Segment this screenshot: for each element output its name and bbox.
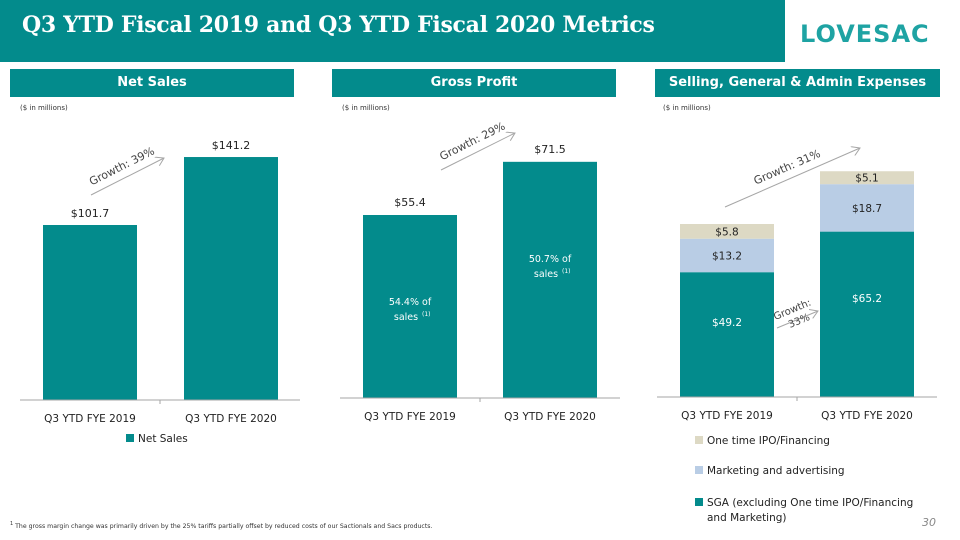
legend-label-net-sales: Net Sales — [138, 433, 188, 445]
gross-profit-data-label: $71.5 — [534, 143, 566, 156]
sga-chart: $49.2 $13.2 $5.8 $65.2 $18.7 $5.1 Q3 YTD FYE 2… — [657, 147, 937, 422]
footnote: 1 The gross margin change was primarily … — [10, 521, 432, 530]
legend-swatch-net-sales — [126, 434, 134, 442]
sga-ipo-segment — [680, 224, 774, 239]
sga-ipo-segment-label: $5.8 — [715, 226, 738, 238]
page-title: Q3 YTD Fiscal 2019 and Q3 YTD Fiscal 202… — [22, 12, 655, 38]
sga-x-tick-label: Q3 YTD FYE 2019 — [681, 410, 773, 422]
gross-profit-chart: $55.4 54.4% of sales (1) $71.5 50.7% of sales (… — [340, 120, 620, 423]
net-sales-x-tick-label: Q3 YTD FYE 2020 — [185, 413, 277, 425]
legend-label-sga: SGA (excluding One time IPO/Financing — [707, 497, 914, 509]
lovesac-logo: LOVESAC — [800, 20, 930, 48]
net-sales-data-label: $141.2 — [212, 139, 251, 152]
sga-marketing-segment-label: $18.7 — [852, 203, 882, 215]
gross-profit-margin-sales: sales — [394, 312, 418, 323]
gross-profit-footnote-ref: (1) — [562, 268, 571, 275]
sga-core-segment-label: $65.2 — [852, 293, 882, 305]
sga-total-growth-label: Growth: 31% — [752, 147, 823, 188]
net-sales-bar — [43, 225, 137, 400]
units-label-gross-profit: ($ in millions) — [342, 104, 390, 112]
legend-swatch-ipo — [695, 436, 703, 444]
net-sales-legend: Net Sales — [126, 433, 188, 445]
units-label-sga: ($ in millions) — [663, 104, 711, 112]
legend-item-marketing: Marketing and advertising — [695, 464, 845, 479]
legend-label-marketing: Marketing and advertising — [707, 465, 845, 477]
sga-ipo-segment-label: $5.1 — [855, 173, 878, 185]
panel-header-sga: Selling, General & Admin Expenses — [655, 69, 940, 97]
gross-profit-x-tick-label: Q3 YTD FYE 2019 — [364, 411, 456, 423]
gross-profit-margin-label: 54.4% of — [389, 297, 432, 308]
panel-header-gross-profit: Gross Profit — [332, 69, 616, 97]
page-number: 30 — [922, 516, 936, 529]
gross-profit-margin-label: 50.7% of — [529, 254, 572, 265]
sga-core-segment — [820, 231, 914, 397]
footnote-text: The gross margin change was primarily dr… — [15, 523, 433, 531]
gross-profit-bar — [503, 161, 597, 398]
gross-profit-growth-label: Growth: 29% — [438, 120, 508, 164]
panel-header-net-sales: Net Sales — [10, 69, 294, 97]
legend-item-ipo: One time IPO/Financing — [695, 434, 830, 449]
sga-x-tick-label: Q3 YTD FYE 2020 — [821, 410, 913, 422]
sga-core-growth-arrow — [776, 311, 818, 329]
net-sales-growth-label: Growth: 39% — [87, 144, 157, 188]
gross-profit-footnote-ref: (1) — [422, 311, 431, 318]
net-sales-growth-arrow — [90, 158, 164, 196]
legend-swatch-marketing — [695, 466, 703, 474]
title-bar: Q3 YTD Fiscal 2019 and Q3 YTD Fiscal 202… — [0, 0, 785, 62]
gross-profit-x-tick-label: Q3 YTD FYE 2020 — [504, 411, 596, 423]
gross-profit-bar — [363, 215, 457, 398]
net-sales-x-tick-label: Q3 YTD FYE 2019 — [44, 413, 136, 425]
sga-core-segment — [680, 272, 774, 397]
legend-label-ipo: One time IPO/Financing — [707, 435, 830, 447]
net-sales-bar — [184, 157, 278, 400]
sga-core-segment-label: $49.2 — [712, 317, 742, 329]
legend-item-sga: SGA (excluding One time IPO/Financing — [695, 496, 913, 511]
net-sales-chart: $101.7 $141.2 Q3 YTD FYE 2019 Q3 YTD FYE 20… — [20, 139, 300, 425]
units-label-net-sales: ($ in millions) — [20, 104, 68, 112]
gross-profit-margin-sales: sales — [534, 269, 558, 280]
sga-total-growth-arrow — [724, 148, 860, 208]
net-sales-data-label: $101.7 — [71, 207, 110, 220]
footnote-marker: 1 — [10, 521, 14, 527]
gross-profit-growth-arrow — [440, 133, 515, 171]
legend-swatch-sga — [695, 498, 703, 506]
sga-marketing-segment — [680, 238, 774, 273]
gross-profit-data-label: $55.4 — [394, 196, 426, 209]
sga-ipo-segment — [820, 171, 914, 185]
sga-marketing-segment-label: $13.2 — [712, 250, 742, 262]
legend-item-sga-cont: and Marketing) — [707, 511, 787, 526]
sga-marketing-segment — [820, 184, 914, 232]
legend-label-sga-cont: and Marketing) — [707, 512, 787, 524]
